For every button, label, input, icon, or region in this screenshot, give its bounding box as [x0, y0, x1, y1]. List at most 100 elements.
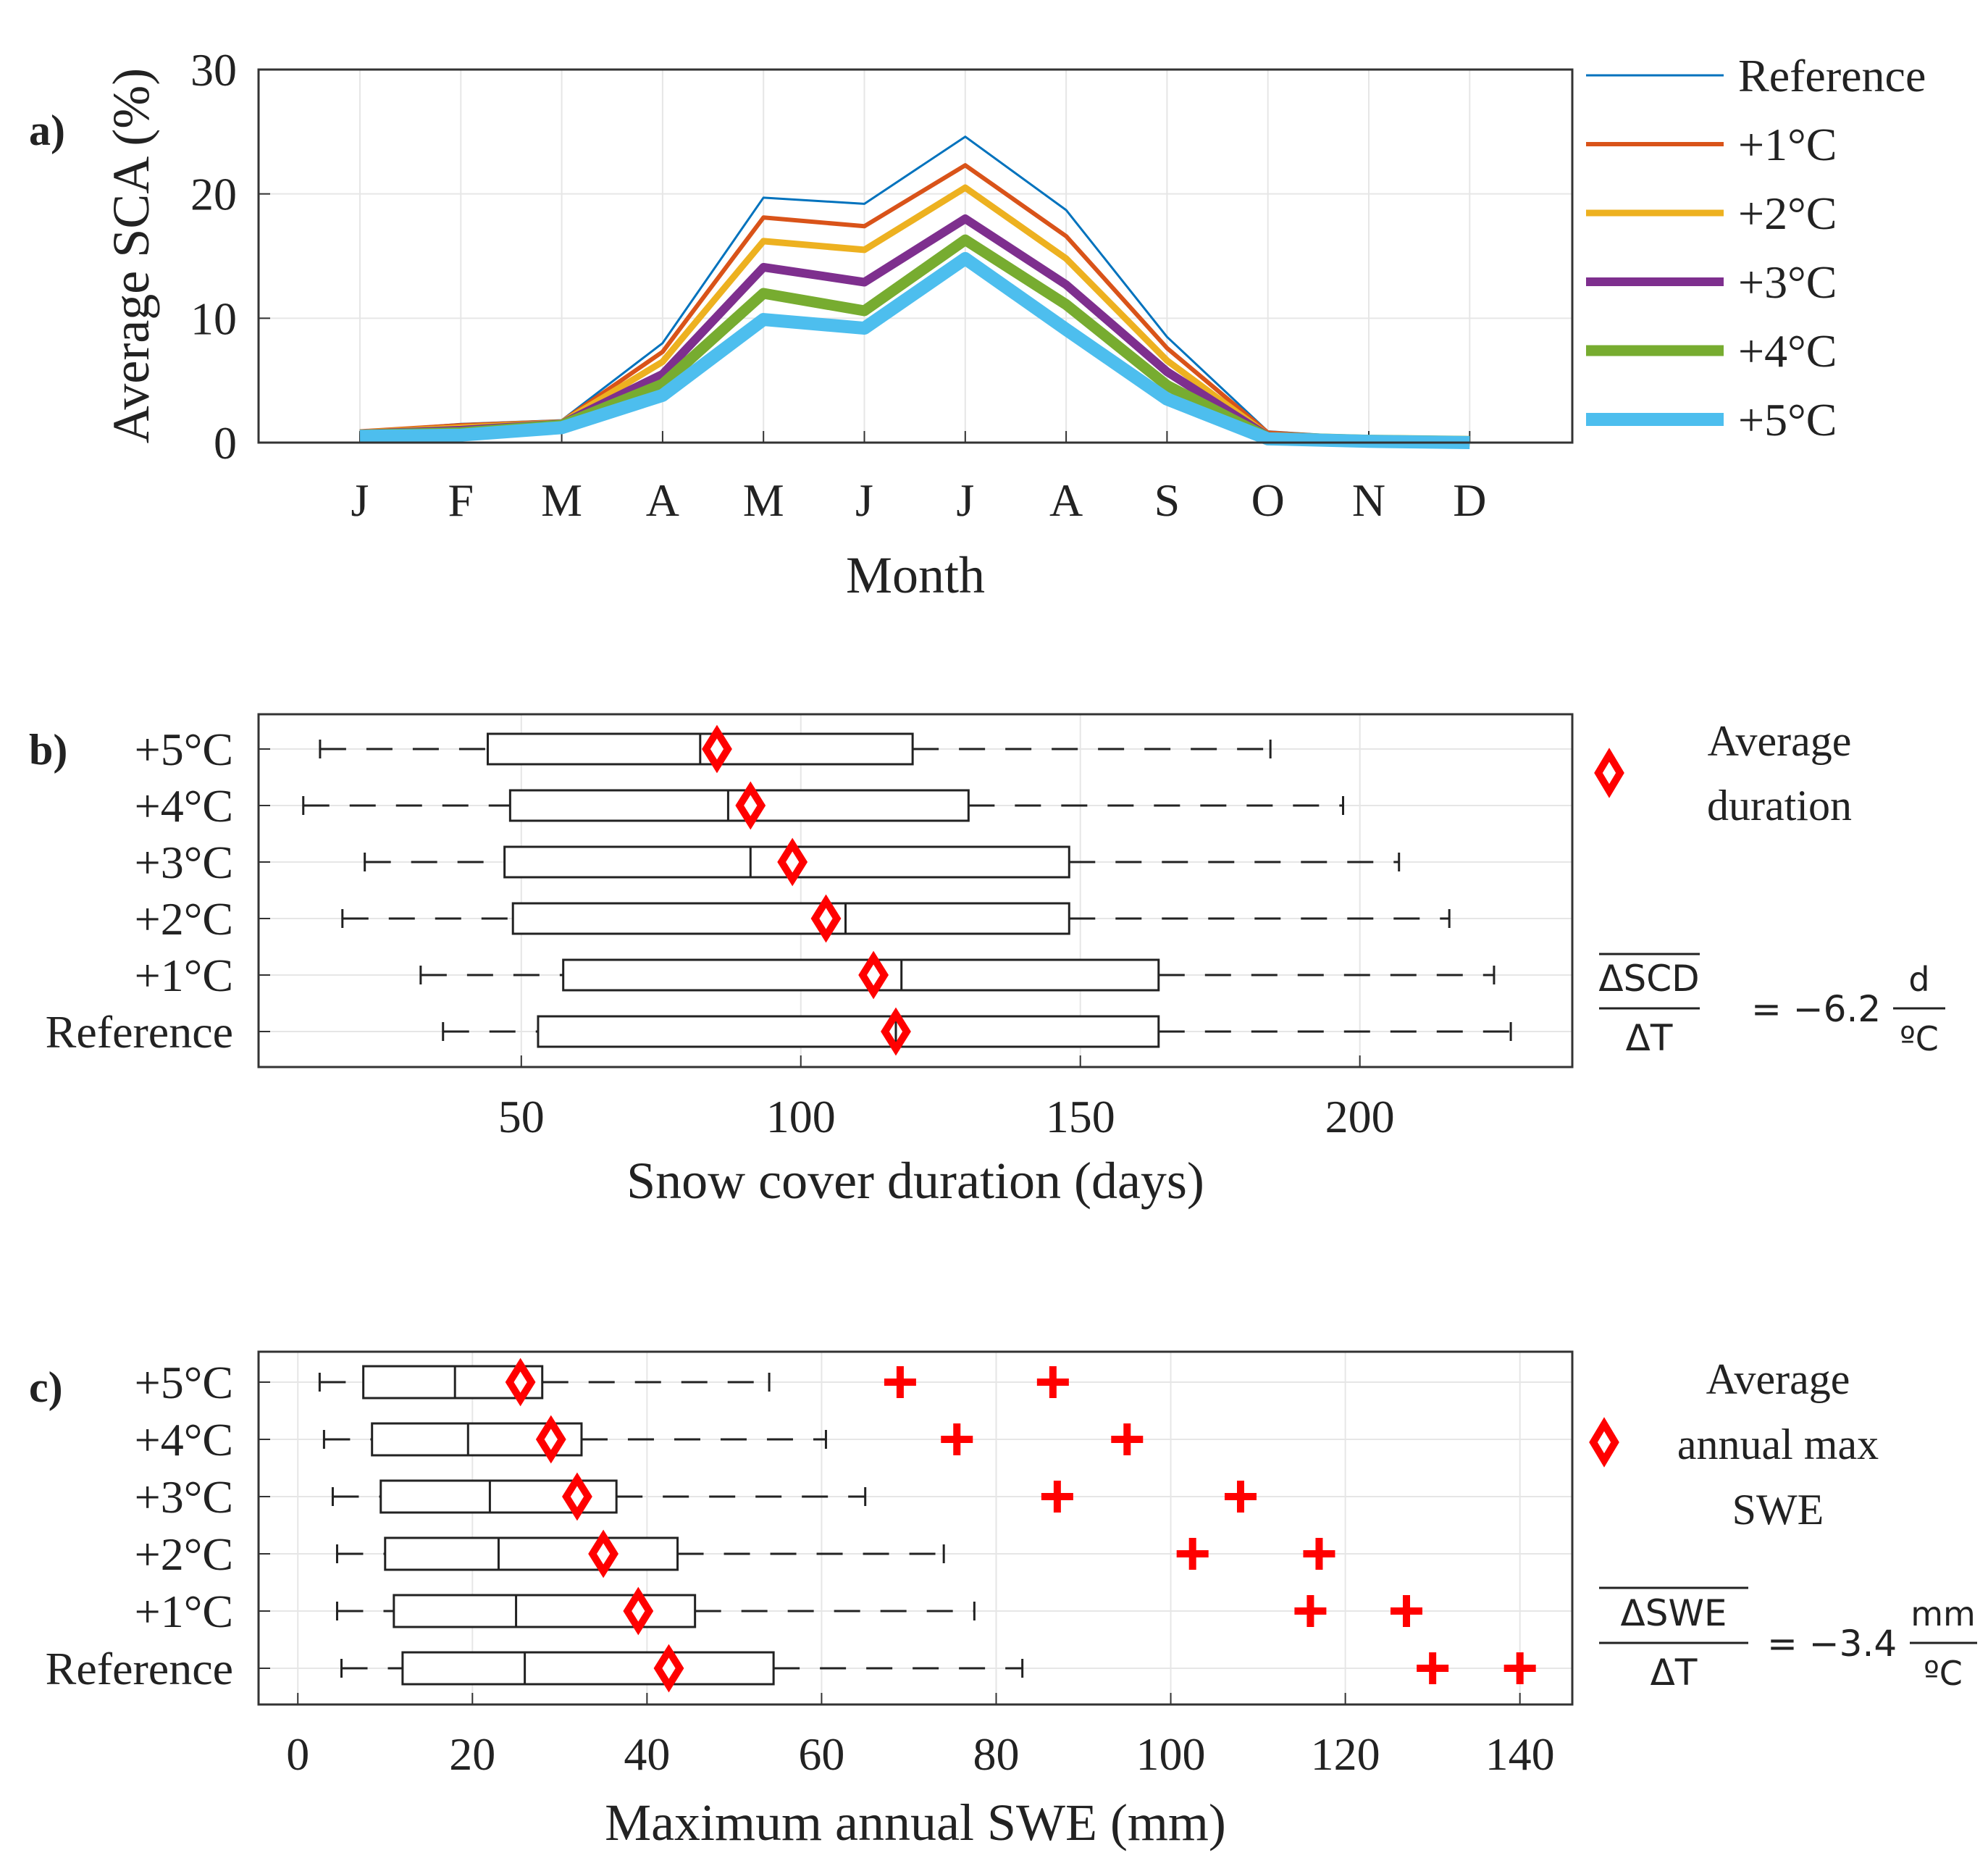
- outlier-marker: [1041, 1481, 1073, 1513]
- outlier-marker: [1036, 1366, 1069, 1398]
- panel-c: c) 0 20 40 60 80 100 120 140 +5°C +4°C +3°C+2°C +1…: [29, 1350, 1977, 1852]
- iqr-box: [537, 1015, 1160, 1048]
- panel-c-x-tick-label: 60: [798, 1728, 844, 1780]
- panel-c-legend-label-line2: annual max: [1677, 1421, 1879, 1468]
- panel-a-series-line: [359, 184, 1470, 445]
- iqr-box: [511, 902, 1070, 935]
- panel-a-x-tick-label: N: [1352, 474, 1385, 526]
- panel-b-y-tick-label: Reference: [46, 1006, 233, 1058]
- mean-diamond-marker: [653, 1644, 684, 1693]
- panel-b-y-tick-label: +3°C: [135, 837, 233, 888]
- panel-c-x-tick-labels: 0 20 40 60 80 100 120 140: [286, 1728, 1554, 1780]
- panel-b-label: b): [29, 726, 67, 774]
- outlier-marker: [1176, 1538, 1209, 1570]
- panel-a-series-line: [359, 234, 1470, 447]
- panel-a-y-tick-labels: 0 10 20 30: [190, 44, 237, 469]
- panel-c-legend-label-line1: Average: [1706, 1355, 1850, 1403]
- panel-c-equation-numerator: ΔSWE: [1621, 1592, 1727, 1634]
- panel-c-y-tick-label: Reference: [46, 1643, 233, 1694]
- panel-a-x-tick-label: A: [646, 474, 679, 526]
- mean-diamond-marker: [535, 1415, 566, 1464]
- outlier-marker: [1303, 1538, 1335, 1570]
- panel-c-axes-box: [257, 1350, 1574, 1706]
- panel-a-axes-box: [257, 68, 1574, 444]
- outlier-marker: [884, 1366, 916, 1398]
- iqr-box: [401, 1651, 775, 1686]
- panel-c-y-tick-label: +2°C: [135, 1528, 233, 1580]
- panel-a-series-line: [359, 163, 1470, 444]
- panel-b-x-tick-labels: 50 100 150 200: [498, 1091, 1395, 1142]
- mean-diamond-marker: [881, 1007, 911, 1056]
- mean-diamond-marker: [702, 724, 732, 774]
- panel-c-x-tick-label: 120: [1311, 1728, 1380, 1780]
- outlier-marker: [1503, 1652, 1536, 1684]
- panel-a-legend-label: +1°C: [1738, 119, 1837, 170]
- panel-b-legend-label-line2: duration: [1707, 782, 1852, 829]
- outlier-marker: [1224, 1481, 1257, 1513]
- panel-b-legend-label-line1: Average: [1708, 717, 1852, 765]
- panel-b-x-tick-label: 200: [1325, 1091, 1395, 1142]
- panel-b-x-tick-label: 100: [766, 1091, 836, 1142]
- panel-a-legend: Reference +1°C +2°C +3°C +4°C +5°C: [1586, 50, 1926, 446]
- panel-c-x-tick-label: 100: [1136, 1728, 1206, 1780]
- panel-b-axes-box: [257, 713, 1574, 1068]
- mean-diamond-marker: [810, 894, 842, 943]
- panel-a-x-tick-label: F: [448, 474, 474, 526]
- panel-a-series: [359, 135, 1470, 449]
- mean-diamond-marker: [505, 1358, 536, 1407]
- panel-a-x-tick-label: A: [1049, 474, 1083, 526]
- panel-b-x-tick-label: 50: [498, 1091, 545, 1142]
- mean-diamond-marker: [588, 1529, 618, 1578]
- panel-a-legend-label: +3°C: [1738, 256, 1837, 308]
- panel-a-y-tick-label: 0: [214, 417, 237, 469]
- mean-diamond-marker: [858, 950, 889, 1000]
- panel-c-y-tick-label: +5°C: [135, 1357, 233, 1408]
- panel-b-x-tick-label: 150: [1046, 1091, 1115, 1142]
- panel-c-legend-diamond-marker: [1589, 1417, 1619, 1468]
- iqr-box: [384, 1536, 679, 1571]
- panel-a-legend-label: +2°C: [1738, 188, 1837, 239]
- panel-c-y-tick-labels: +5°C +4°C +3°C+2°C +1°C Reference: [46, 1357, 233, 1694]
- mean-diamond-marker: [777, 837, 808, 887]
- panel-b-legend: Average duration: [1594, 717, 1852, 829]
- panel-c-x-tick-label: 140: [1485, 1728, 1555, 1780]
- panel-a-legend-label: Reference: [1738, 50, 1926, 101]
- panel-a-series-line: [359, 251, 1470, 449]
- panel-b-y-tick-label: +2°C: [135, 893, 233, 945]
- panel-b-boxplots: [302, 724, 1512, 1056]
- panel-a-grid: [259, 69, 1572, 443]
- panel-c-x-tick-label: 40: [624, 1728, 670, 1780]
- panel-b-y-tick-label: +5°C: [135, 724, 233, 775]
- panel-a-x-tick-label: S: [1154, 474, 1180, 526]
- panel-c-y-tick-label: +1°C: [135, 1586, 233, 1637]
- panel-a-x-tick-label: O: [1251, 474, 1285, 526]
- panel-c-x-tick-label: 0: [286, 1728, 309, 1780]
- panel-a-y-tick-label: 20: [190, 169, 237, 220]
- panel-a-legend-label: +4°C: [1738, 325, 1837, 377]
- panel-a: a) J F M A M J J A S O N D 0 10 20 30 Month Average SC…: [29, 44, 1926, 604]
- panel-b-y-tick-label: +4°C: [135, 780, 233, 832]
- panel-b-equation: ΔSCD ΔT = −6.2 d ºC: [1598, 953, 1945, 1059]
- panel-b-equation-numerator: ΔSCD: [1598, 958, 1699, 1000]
- panel-a-x-tick-label: D: [1453, 474, 1486, 526]
- panel-c-equation-unit-top: mm: [1911, 1594, 1976, 1634]
- panel-a-x-tick-label: M: [743, 474, 784, 526]
- outlier-marker: [1417, 1652, 1449, 1684]
- panel-c-equation: ΔSWE ΔT = −3.4 mm ºC: [1599, 1586, 1977, 1694]
- panel-a-series-line: [359, 214, 1470, 446]
- panel-b-y-tick-label: +1°C: [135, 950, 233, 1001]
- panel-c-equation-denominator: ΔT: [1651, 1652, 1698, 1694]
- mean-diamond-marker: [623, 1586, 654, 1636]
- panel-a-label: a): [29, 106, 65, 154]
- panel-a-x-axis-label: Month: [846, 546, 985, 604]
- panel-c-equation-unit-bottom: ºC: [1924, 1654, 1963, 1693]
- panel-a-y-tick-label: 10: [190, 293, 237, 344]
- panel-c-legend: Average annual max SWE: [1589, 1355, 1879, 1534]
- panel-c-y-tick-label: +4°C: [135, 1414, 233, 1465]
- panel-c-x-tick-label: 20: [449, 1728, 495, 1780]
- outlier-marker: [1111, 1423, 1144, 1455]
- outlier-marker: [941, 1423, 973, 1455]
